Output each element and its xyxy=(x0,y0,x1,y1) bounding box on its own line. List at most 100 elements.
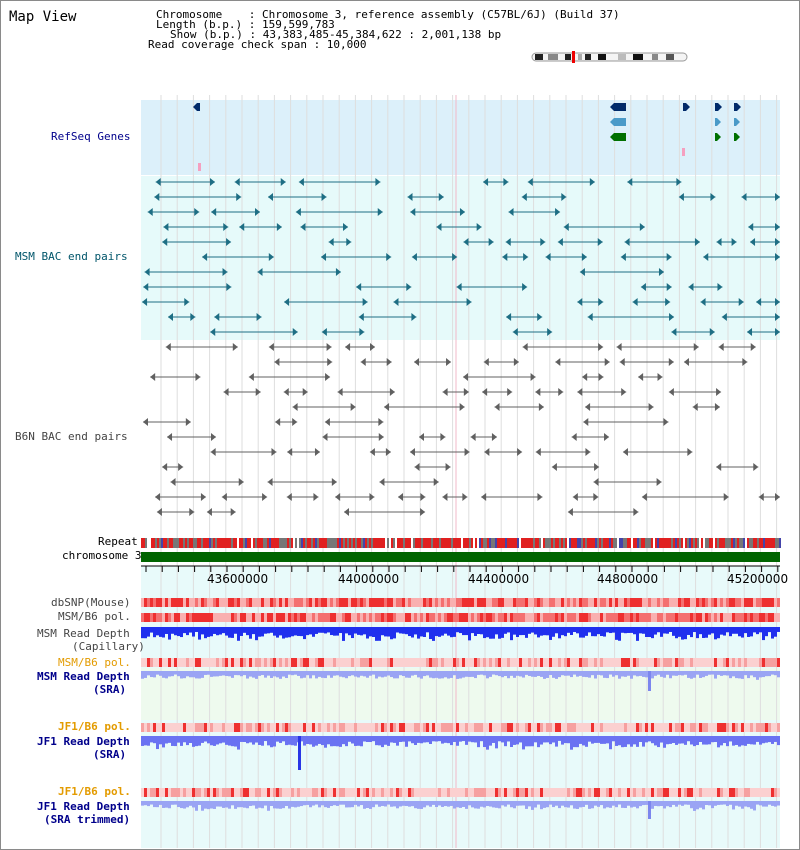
depth-bar xyxy=(588,627,591,633)
polymorphism-cell xyxy=(696,613,699,622)
depth-bar xyxy=(486,671,489,679)
repeat-block xyxy=(695,538,697,548)
depth-bar xyxy=(480,736,483,742)
depth-bar xyxy=(420,627,423,637)
polymorphism-cell xyxy=(651,723,654,732)
depth-bar xyxy=(774,671,777,676)
polymorphism-cell xyxy=(633,788,636,797)
polymorphism-cell xyxy=(195,613,198,622)
depth-bar xyxy=(537,627,540,638)
track-label-dbsnp[interactable]: dbSNP(Mouse) xyxy=(51,596,131,609)
polymorphism-cell xyxy=(648,658,651,667)
track-label-msm-b6-pol-2[interactable]: MSM/B6 pol. xyxy=(58,656,131,669)
depth-bar xyxy=(528,627,531,634)
polymorphism-cell xyxy=(414,658,417,667)
polymorphism-cell xyxy=(603,788,606,797)
b6n-bac-pair xyxy=(344,508,350,516)
polymorphism-cell xyxy=(579,658,582,667)
track-label-msm-bac[interactable]: MSM BAC end pairs xyxy=(15,250,128,263)
repeat-block xyxy=(565,538,567,548)
depth-bar xyxy=(159,801,162,805)
repeat-block xyxy=(455,538,457,548)
polymorphism-cell xyxy=(651,613,654,622)
repeat-block xyxy=(713,538,715,548)
depth-bar xyxy=(654,671,657,676)
polymorphism-cell xyxy=(672,598,675,607)
polymorphism-cell xyxy=(180,658,183,667)
polymorphism-cell xyxy=(414,613,417,622)
depth-bar xyxy=(744,801,747,807)
polymorphism-cell xyxy=(264,613,267,622)
track-label-chromosome[interactable]: chromosome 3 xyxy=(62,549,142,562)
depth-bar xyxy=(522,627,525,636)
polymorphism-cell xyxy=(303,613,306,622)
depth-bar xyxy=(360,627,363,636)
depth-bar xyxy=(528,801,531,807)
depth-bar xyxy=(183,801,186,809)
depth-bar xyxy=(606,801,609,808)
track-label-msm-depth-sra[interactable]: MSM Read Depth xyxy=(37,670,130,683)
repeat-block xyxy=(509,538,511,548)
polymorphism-cell xyxy=(303,598,306,607)
depth-bar xyxy=(771,671,774,675)
polymorphism-cell xyxy=(360,598,363,607)
polymorphism-cell xyxy=(768,788,771,797)
depth-bar xyxy=(240,801,243,808)
track-label-repeat[interactable]: Repeat xyxy=(98,535,138,548)
depth-bar xyxy=(657,736,660,748)
track-label-jf1-depth-sra[interactable]: JF1 Read Depth xyxy=(37,735,130,748)
track-label-msm-b6-pol-1[interactable]: MSM/B6 pol. xyxy=(58,610,131,623)
polymorphism-cell xyxy=(660,723,663,732)
polymorphism-cell xyxy=(483,613,486,622)
ideogram-band xyxy=(666,54,674,60)
polymorphism-cell xyxy=(204,788,207,797)
polymorphism-cell xyxy=(303,788,306,797)
msm-bac-pair xyxy=(775,298,780,306)
depth-bar xyxy=(195,801,198,811)
polymorphism-cell xyxy=(189,658,192,667)
b6n-bac-pair xyxy=(283,388,289,396)
polymorphism-cell xyxy=(726,613,729,622)
polymorphism-cell xyxy=(462,788,465,797)
depth-bar xyxy=(510,736,513,748)
repeat-block xyxy=(577,538,579,548)
track-label-msm-depth-cap[interactable]: MSM Read Depth xyxy=(37,627,130,640)
polymorphism-cell xyxy=(327,598,330,607)
b6n-bac-pair xyxy=(522,343,528,351)
depth-bar xyxy=(231,627,234,638)
track-label-b6n-bac[interactable]: B6N BAC end pairs xyxy=(15,430,128,443)
polymorphism-cell xyxy=(630,788,633,797)
repeat-block xyxy=(597,538,599,548)
polymorphism-cell xyxy=(159,598,162,607)
depth-bar xyxy=(321,736,324,746)
polymorphism-cell xyxy=(222,598,225,607)
depth-bar xyxy=(270,671,273,678)
polymorphism-cell xyxy=(582,788,585,797)
depth-bar xyxy=(468,671,471,677)
depth-bar xyxy=(336,627,339,636)
depth-bar xyxy=(444,736,447,743)
track-label-refseq[interactable]: RefSeq Genes xyxy=(51,130,131,143)
b6n-bac-pair xyxy=(398,493,404,501)
depth-bar xyxy=(738,671,741,679)
depth-bar xyxy=(306,627,309,636)
polymorphism-cell xyxy=(774,613,777,622)
depth-bar xyxy=(492,736,495,743)
repeat-block xyxy=(657,538,659,548)
polymorphism-cell xyxy=(771,788,774,797)
msm-bac-pair xyxy=(512,328,518,336)
polymorphism-cell xyxy=(579,788,582,797)
msm-bac-pair xyxy=(214,313,220,321)
polymorphism-cell xyxy=(156,658,159,667)
track-label-jf1-b6-pol-1[interactable]: JF1/B6 pol. xyxy=(58,720,131,733)
polymorphism-cell xyxy=(489,598,492,607)
polymorphism-cell xyxy=(201,613,204,622)
b6n-bac-pair xyxy=(577,388,583,396)
polymorphism-cell xyxy=(642,723,645,732)
polymorphism-cell xyxy=(309,723,312,732)
track-label-jf1-depth-trim[interactable]: JF1 Read Depth xyxy=(37,800,130,813)
polymorphism-cell xyxy=(663,613,666,622)
track-label-jf1-b6-pol-2[interactable]: JF1/B6 pol. xyxy=(58,785,131,798)
repeat-block xyxy=(553,538,555,548)
